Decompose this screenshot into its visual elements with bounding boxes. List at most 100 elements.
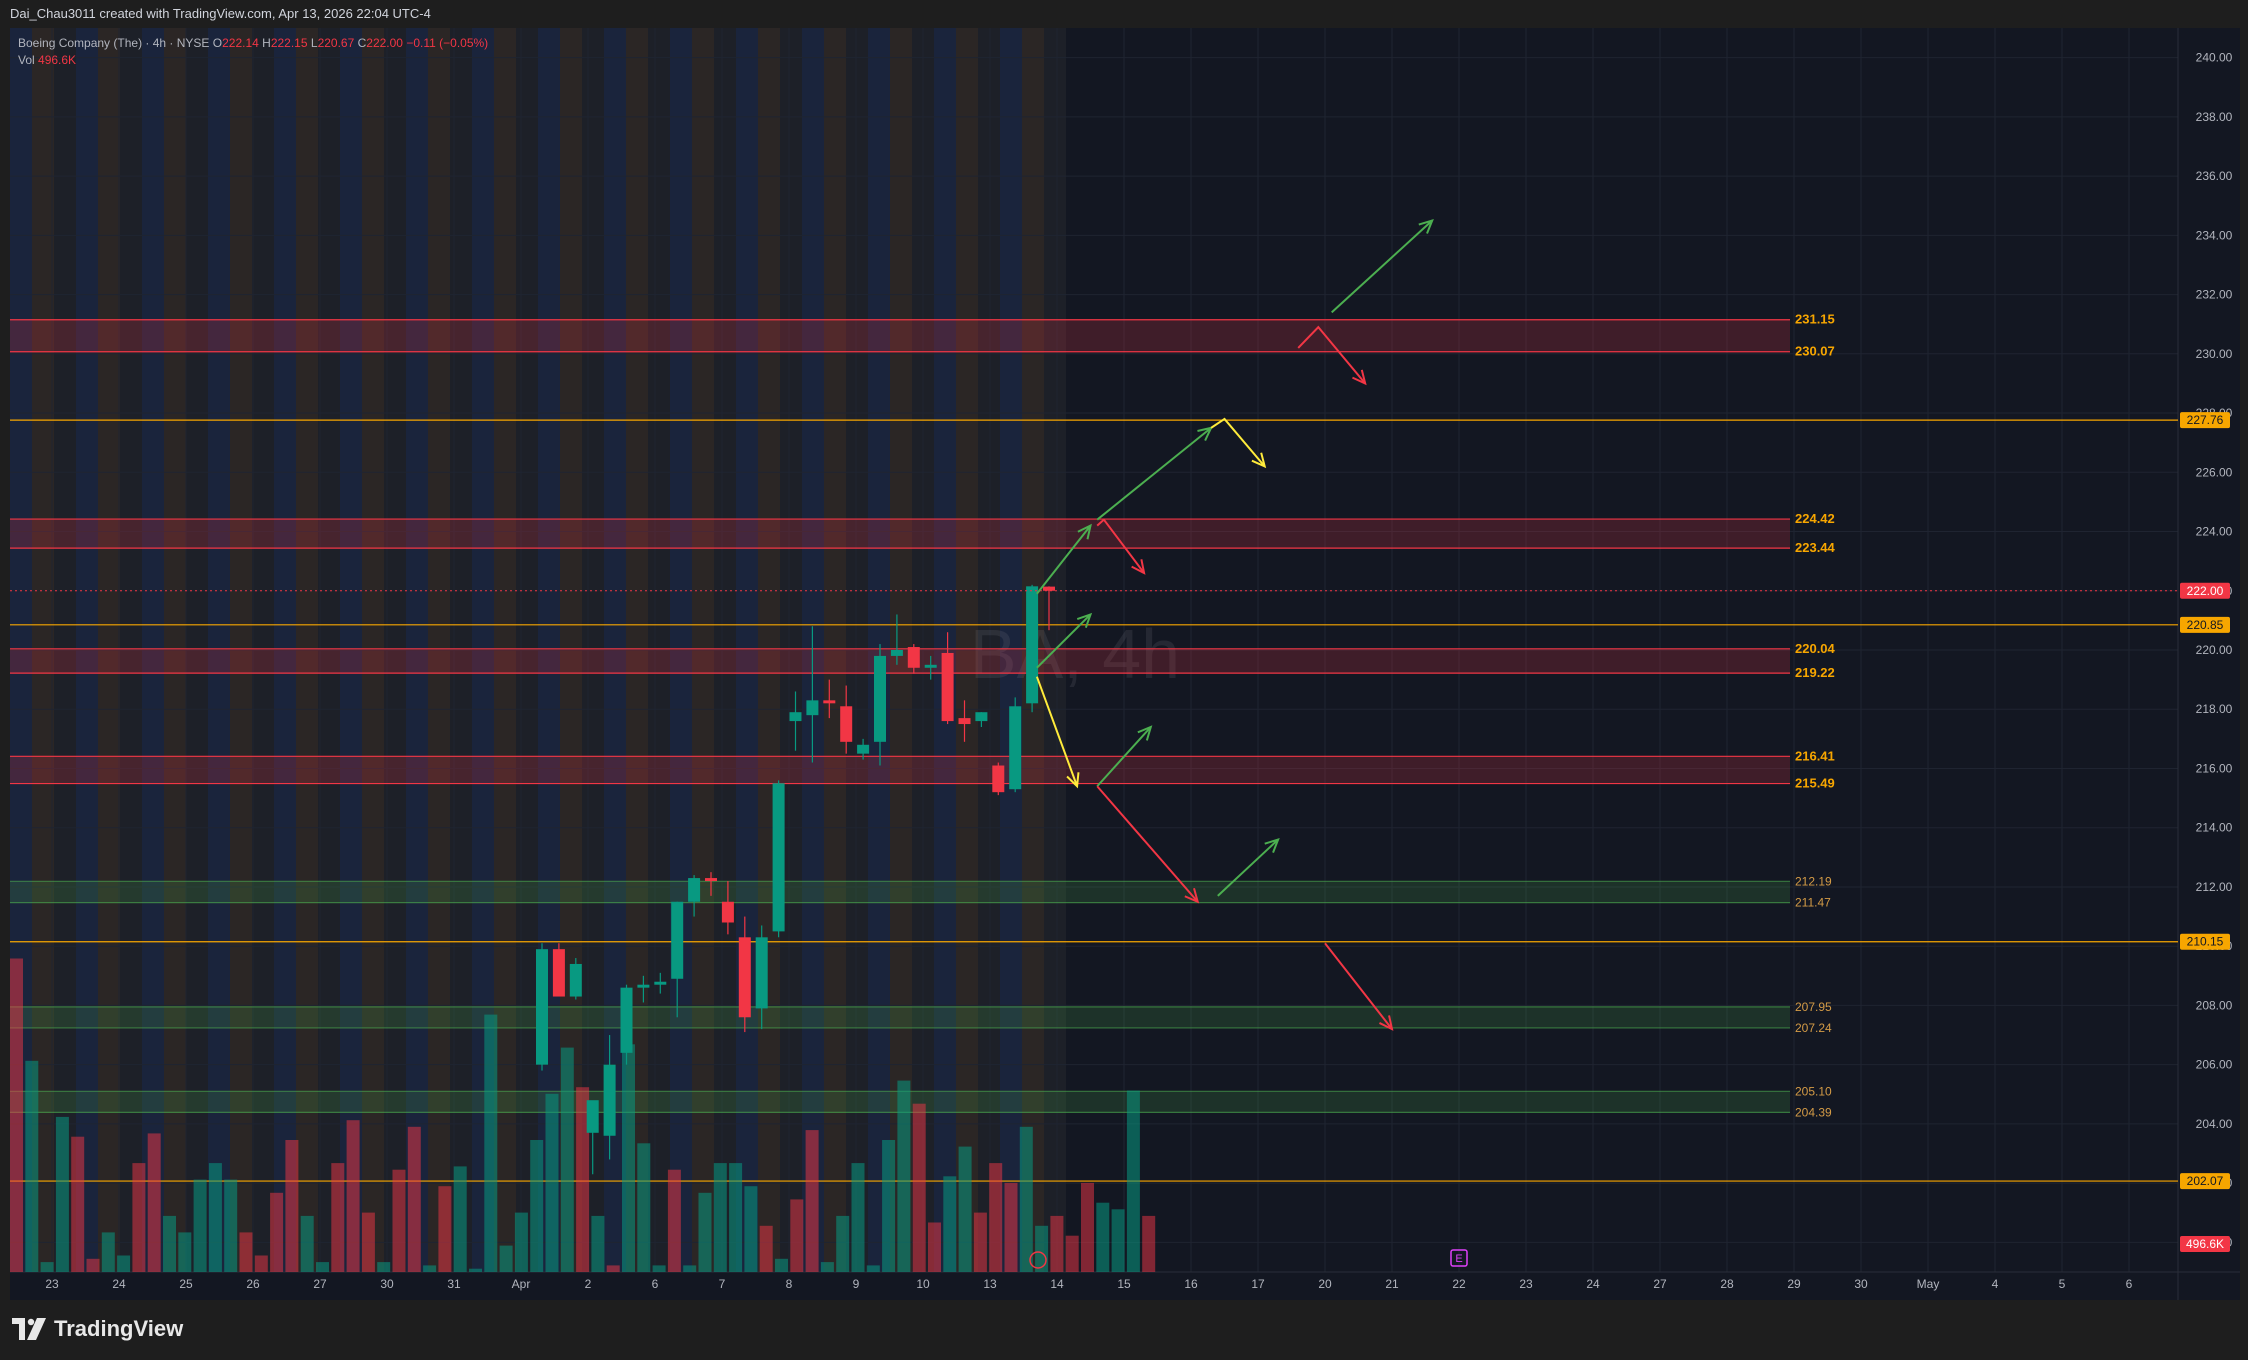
price-tag-label: 202.07 <box>2187 1174 2224 1188</box>
date-axis-tick: 27 <box>313 1277 327 1291</box>
symbol-legend: Boeing Company (The) · 4h · NYSE O222.14… <box>18 35 488 69</box>
date-axis-tick: 25 <box>179 1277 193 1291</box>
candle-body <box>586 1100 599 1133</box>
volume-bar <box>713 1163 727 1272</box>
zone-label: 215.49 <box>1795 776 1835 791</box>
zone-label: 223.44 <box>1795 540 1836 555</box>
volume-bar <box>759 1225 773 1272</box>
date-axis-tick: 20 <box>1318 1277 1332 1291</box>
volume-bar <box>958 1146 972 1272</box>
resistance-zone <box>10 519 1790 549</box>
zone-label: 205.10 <box>1795 1084 1832 1098</box>
volume-bar <box>55 1116 69 1272</box>
analysis-arrow <box>1297 325 1366 385</box>
date-axis-tick: 5 <box>2059 1277 2066 1291</box>
volume-bar <box>147 1133 161 1272</box>
candle-body <box>1026 586 1039 704</box>
volume-bar <box>208 1163 222 1272</box>
date-axis-tick: 17 <box>1251 1277 1265 1291</box>
date-axis-tick: 13 <box>983 1277 997 1291</box>
volume-bar <box>361 1212 375 1272</box>
date-axis-tick: 30 <box>1854 1277 1868 1291</box>
zone-label: 230.07 <box>1795 344 1835 359</box>
date-axis-tick: 9 <box>853 1277 860 1291</box>
volume-bar <box>820 1262 834 1272</box>
analysis-arrow <box>1331 219 1433 314</box>
analysis-arrow-head <box>1077 523 1092 540</box>
price-tag-label: 220.85 <box>2187 618 2224 632</box>
analysis-arrow <box>1036 613 1092 669</box>
zone-label: 224.42 <box>1795 511 1835 526</box>
candle-body <box>806 700 819 716</box>
volume-bar <box>989 1163 1003 1272</box>
resistance-zone <box>10 756 1790 784</box>
volume-bar <box>239 1232 253 1272</box>
date-axis-tick: 29 <box>1787 1277 1801 1291</box>
price-tag-label: 210.15 <box>2187 935 2224 949</box>
price-tag <box>2180 933 2230 950</box>
price-axis-tick: 234.00 <box>2196 228 2233 242</box>
price-axis-tick: 236.00 <box>2196 169 2233 183</box>
price-axis-tick: 204.00 <box>2196 1117 2233 1131</box>
volume-bar <box>193 1179 207 1272</box>
date-axis-tick: 21 <box>1385 1277 1399 1291</box>
date-axis-tick: 14 <box>1050 1277 1064 1291</box>
candle-body <box>536 949 548 1065</box>
candle-body <box>569 963 582 997</box>
candle-body <box>941 652 954 722</box>
analysis-arrow <box>1035 676 1079 787</box>
date-axis-tick: 28 <box>1720 1277 1734 1291</box>
current-volume-tag <box>2180 1236 2230 1252</box>
price-tag <box>2180 412 2230 429</box>
candle-body <box>823 700 836 704</box>
volume-bar <box>912 1103 926 1272</box>
price-tag-label: 227.76 <box>2187 413 2224 427</box>
analysis-arrow-head <box>1379 1015 1394 1031</box>
volume-bar <box>943 1176 957 1272</box>
volume-bar <box>392 1169 406 1272</box>
volume-bar <box>683 1265 697 1272</box>
close-value: 222.00 <box>366 36 403 50</box>
price-axis-tick: 220.00 <box>2196 643 2233 657</box>
low-label: L <box>310 36 318 50</box>
volume-bar <box>836 1215 850 1272</box>
volume-bar <box>667 1169 681 1272</box>
candle-body <box>907 647 920 668</box>
volume-bar <box>514 1212 528 1272</box>
volume-bar <box>652 1265 666 1272</box>
candlestick-chart[interactable]: 240.00238.00236.00234.00232.00230.00228.… <box>10 28 2240 1300</box>
analysis-arrow-head <box>1352 369 1367 386</box>
tradingview-logo[interactable]: TradingView <box>12 1316 183 1342</box>
candle-body <box>924 664 937 668</box>
analysis-arrow <box>1217 838 1279 897</box>
volume-bar <box>866 1265 880 1272</box>
volume-bar <box>560 1047 574 1272</box>
date-axis-tick: 4 <box>1992 1277 1999 1291</box>
chart-area[interactable]: 240.00238.00236.00234.00232.00230.00228.… <box>10 28 2240 1300</box>
candle-body <box>992 765 1005 793</box>
volume-bar <box>254 1255 268 1272</box>
volume-bar <box>851 1163 865 1272</box>
zone-label: 207.24 <box>1795 1021 1832 1035</box>
analysis-arrow-head <box>1418 218 1434 234</box>
price-axis-tick: 226.00 <box>2196 465 2233 479</box>
volume-bar <box>1050 1215 1064 1272</box>
date-axis-tick: 23 <box>1519 1277 1533 1291</box>
date-axis-tick: 24 <box>112 1277 126 1291</box>
open-label: O <box>212 36 223 50</box>
volume-bar <box>438 1186 452 1272</box>
date-axis-tick: 2 <box>585 1277 592 1291</box>
zone-label: 219.22 <box>1795 665 1835 680</box>
candle-body <box>654 981 667 985</box>
zone-label: 216.41 <box>1795 748 1835 763</box>
analysis-arrow-head <box>1131 559 1146 575</box>
zone-label: 231.15 <box>1795 312 1835 327</box>
analysis-arrow-head <box>1264 837 1280 853</box>
volume-bar <box>576 1087 590 1272</box>
price-tag <box>2180 616 2230 633</box>
volume-bar <box>729 1163 743 1272</box>
volume-bar <box>545 1093 559 1272</box>
symbol-watermark: BA, 4h <box>970 615 1180 693</box>
candle-body <box>840 706 853 742</box>
candle-body <box>552 949 565 997</box>
